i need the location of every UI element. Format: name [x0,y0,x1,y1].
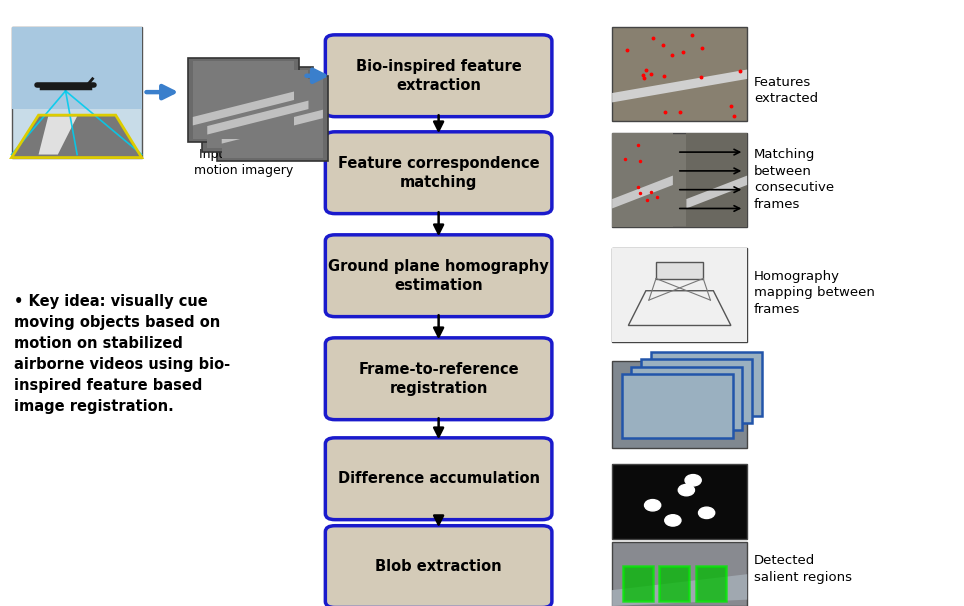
FancyBboxPatch shape [656,262,704,279]
FancyBboxPatch shape [326,235,551,316]
Polygon shape [222,110,323,144]
Text: Matching
between
consecutive
frames: Matching between consecutive frames [754,148,834,211]
FancyBboxPatch shape [659,566,689,601]
FancyBboxPatch shape [12,27,142,109]
Ellipse shape [679,484,694,496]
FancyBboxPatch shape [12,27,142,158]
FancyBboxPatch shape [612,542,747,606]
Text: Frame-to-reference
registration: Frame-to-reference registration [359,362,519,396]
Ellipse shape [645,499,660,511]
FancyBboxPatch shape [641,359,752,423]
FancyBboxPatch shape [612,248,747,342]
Text: Ground plane homography
estimation: Ground plane homography estimation [329,259,549,293]
Ellipse shape [665,514,681,526]
FancyBboxPatch shape [188,58,299,142]
Text: Features
extracted: Features extracted [754,76,818,105]
FancyBboxPatch shape [326,132,551,214]
FancyBboxPatch shape [623,566,653,601]
FancyBboxPatch shape [612,361,747,448]
FancyBboxPatch shape [193,61,294,139]
FancyBboxPatch shape [612,27,747,121]
FancyBboxPatch shape [696,566,726,601]
FancyBboxPatch shape [222,79,323,158]
FancyBboxPatch shape [612,133,747,227]
FancyBboxPatch shape [612,133,673,227]
FancyBboxPatch shape [686,133,747,227]
FancyBboxPatch shape [326,35,551,116]
Polygon shape [207,101,308,135]
Polygon shape [193,92,294,125]
FancyBboxPatch shape [217,76,328,161]
Text: Homography
mapping between
frames: Homography mapping between frames [754,270,874,316]
Text: Bio-inspired feature
extraction: Bio-inspired feature extraction [356,59,522,93]
Polygon shape [612,574,747,606]
FancyBboxPatch shape [612,464,747,539]
Polygon shape [12,115,142,158]
FancyBboxPatch shape [326,525,551,606]
Polygon shape [686,176,747,208]
Polygon shape [612,70,747,102]
FancyBboxPatch shape [651,352,762,416]
FancyBboxPatch shape [202,67,313,152]
Polygon shape [39,116,77,155]
FancyBboxPatch shape [622,374,733,438]
Text: Blob extraction: Blob extraction [375,559,502,574]
FancyBboxPatch shape [207,70,308,148]
Text: • Key idea: visually cue
moving objects based on
motion on stabilized
airborne v: • Key idea: visually cue moving objects … [14,294,230,414]
FancyBboxPatch shape [326,338,551,419]
Ellipse shape [699,507,714,519]
FancyBboxPatch shape [326,438,551,520]
FancyBboxPatch shape [631,367,742,430]
Text: Feature correspondence
matching: Feature correspondence matching [337,156,540,190]
Text: Detected
salient regions: Detected salient regions [754,554,852,584]
FancyBboxPatch shape [612,248,747,342]
Text: Input airborne
motion imagery: Input airborne motion imagery [194,148,293,178]
Polygon shape [612,176,673,208]
Ellipse shape [685,474,701,486]
Text: Difference accumulation: Difference accumulation [337,471,540,486]
